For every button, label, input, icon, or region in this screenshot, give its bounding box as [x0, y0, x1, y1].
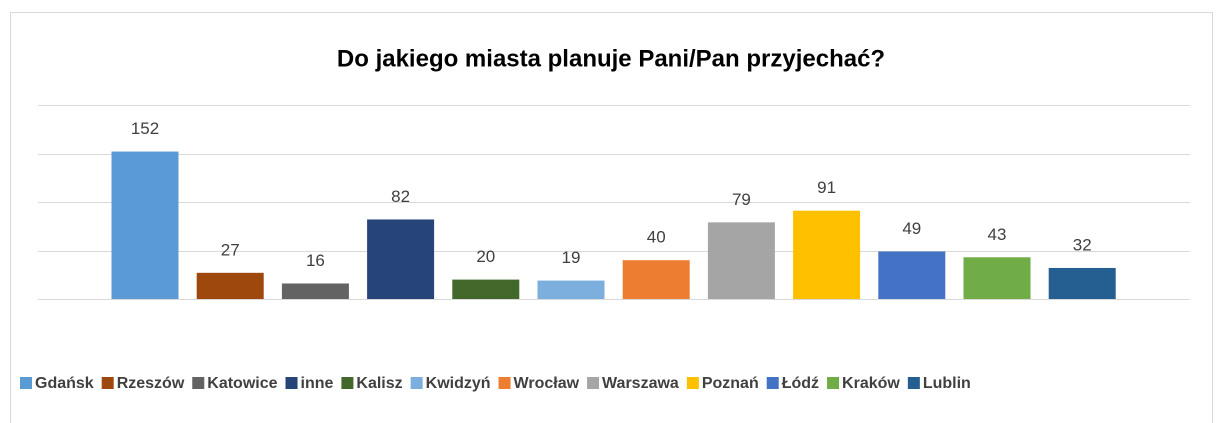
- legend-swatch: [907, 377, 920, 389]
- legend-label: Łódź: [782, 375, 819, 392]
- data-label: 49: [902, 219, 921, 238]
- bar: [537, 280, 605, 299]
- data-label: 82: [391, 187, 410, 206]
- legend-label: Kalisz: [356, 375, 402, 392]
- bar: [367, 219, 435, 299]
- data-label: 27: [221, 240, 240, 259]
- legend-swatch: [285, 377, 298, 389]
- bar: [707, 222, 775, 299]
- chart-title: Do jakiego miasta planuje Pani/Pan przyj…: [337, 45, 885, 72]
- legend-label: inne: [301, 375, 334, 392]
- legend-label: Rzeszów: [117, 375, 185, 392]
- data-label: 16: [306, 251, 325, 270]
- bar: [452, 279, 520, 299]
- data-label: 19: [562, 248, 581, 267]
- legend-label: Poznań: [702, 375, 759, 392]
- legend-swatch: [827, 377, 840, 389]
- bar: [196, 272, 264, 299]
- legend-label: Wrocław: [514, 375, 580, 392]
- legend-swatch: [410, 377, 423, 389]
- data-label: 32: [1073, 235, 1092, 254]
- bar: [1048, 267, 1116, 299]
- legend-label: Warszawa: [602, 375, 679, 392]
- data-label: 79: [732, 190, 751, 209]
- data-label: 91: [817, 178, 836, 197]
- data-label: 152: [131, 119, 159, 138]
- bar: [878, 251, 946, 299]
- chart-border: [10, 12, 1213, 423]
- legend-label: Kwidzyń: [426, 375, 491, 392]
- data-label: 20: [476, 247, 495, 266]
- data-label: 43: [988, 225, 1007, 244]
- legend-label: Lublin: [923, 375, 971, 392]
- legend-label: Katowice: [207, 375, 277, 392]
- legend-swatch: [341, 377, 354, 389]
- legend-label: Gdańsk: [35, 375, 94, 392]
- bar: [622, 260, 690, 299]
- legend-swatch: [587, 377, 600, 389]
- legend-swatch: [686, 377, 699, 389]
- legend-swatch: [101, 377, 114, 389]
- bar: [281, 283, 349, 299]
- legend-swatch: [20, 377, 32, 389]
- bar: [793, 210, 861, 299]
- legend-swatch: [192, 377, 205, 389]
- legend-swatch: [498, 377, 511, 389]
- data-label: 40: [647, 228, 666, 247]
- bar: [963, 257, 1031, 299]
- legend-swatch: [766, 377, 779, 389]
- bar: [111, 151, 179, 299]
- legend-label: Kraków: [842, 375, 900, 392]
